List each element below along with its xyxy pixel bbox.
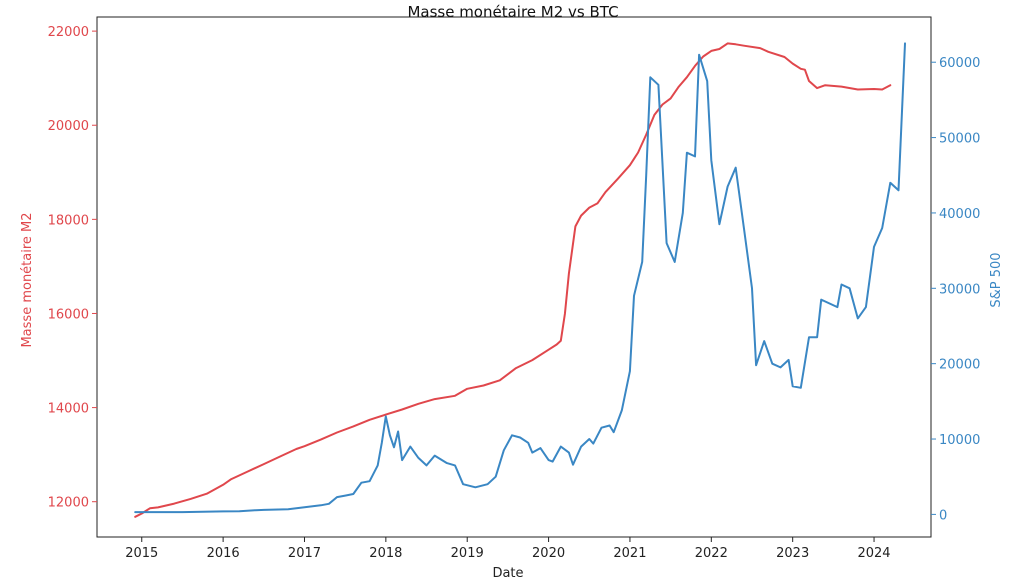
chart-title: Masse monétaire M2 vs BTC [407, 3, 618, 21]
x-tick-label: 2019 [451, 546, 484, 561]
x-axis: 2015 2016 2017 2018 2019 2020 2021 2022 2023 2024 [125, 537, 891, 561]
plot-frame [96, 16, 932, 538]
x-tick-label: 2022 [695, 546, 728, 561]
x-tick-label: 2016 [207, 546, 240, 561]
y-right-axis-label: S&P 500 [989, 252, 1004, 307]
x-tick-label: 2020 [532, 546, 565, 561]
x-tick-label: 2023 [776, 546, 809, 561]
y-right-tick-label: 30000 [939, 282, 980, 297]
y-left-tick-label: 16000 [48, 307, 89, 322]
y-left-axis: 12000 14000 16000 18000 20000 22000 [48, 25, 97, 511]
y-right-tick-label: 60000 [939, 56, 980, 71]
y-left-tick-label: 14000 [48, 402, 89, 417]
x-axis-label: Date [492, 566, 523, 581]
series-line-left [134, 42, 892, 518]
x-tick-label: 2017 [288, 546, 321, 561]
series-layer [134, 42, 906, 518]
x-tick-label: 2024 [857, 546, 890, 561]
y-left-tick-label: 12000 [48, 496, 89, 511]
y-left-axis-label: Masse monétaire M2 [20, 212, 35, 347]
y-right-tick-label: 20000 [939, 358, 980, 373]
y-right-tick-label: 10000 [939, 433, 980, 448]
plot-area [96, 16, 932, 538]
x-tick-label: 2015 [125, 546, 158, 561]
series-line-right [134, 42, 906, 514]
y-left-tick-label: 18000 [48, 213, 89, 228]
x-tick-label: 2018 [369, 546, 402, 561]
y-left-tick-label: 22000 [48, 25, 89, 40]
y-left-tick-label: 20000 [48, 119, 89, 134]
y-right-tick-label: 40000 [939, 207, 980, 222]
y-right-tick-label: 50000 [939, 132, 980, 147]
y-right-tick-label: 0 [939, 508, 947, 523]
x-tick-label: 2021 [613, 546, 646, 561]
y-right-axis: 0 10000 20000 30000 40000 50000 60000 [931, 56, 980, 523]
